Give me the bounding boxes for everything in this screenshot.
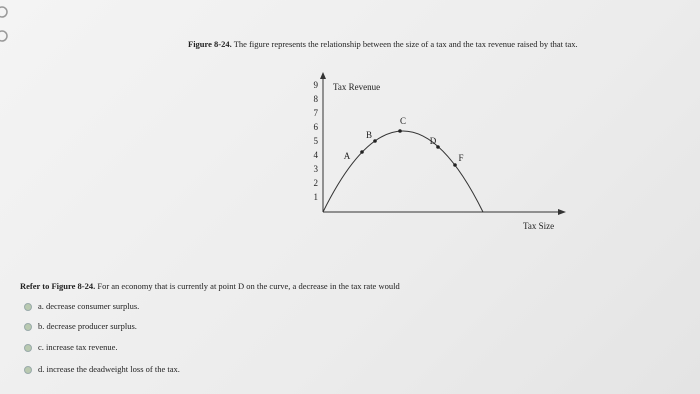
y-tick-label: 5 (314, 136, 319, 146)
arrow (558, 209, 566, 215)
curve-point (360, 150, 364, 154)
caption-text: The figure represents the relationship b… (232, 39, 578, 49)
y-tick-label: 7 (314, 108, 319, 118)
figure-caption: Figure 8-24. The figure represents the r… (188, 39, 578, 49)
curve-point (453, 163, 457, 167)
caption-label: Figure 8-24. (188, 39, 232, 49)
point-label: F (458, 153, 463, 163)
option-text: c. increase tax revenue. (38, 342, 118, 352)
radio[interactable] (0, 30, 8, 42)
radio[interactable] (0, 6, 8, 18)
option-text: a. decrease consumer surplus. (38, 301, 139, 311)
y-tick-label: 1 (314, 192, 319, 202)
question-text: For an economy that is currently at poin… (95, 281, 400, 291)
point-label: D (430, 136, 437, 146)
question: Refer to Figure 8-24. For an economy tha… (20, 281, 400, 291)
y-axis-label: Tax Revenue (333, 82, 380, 92)
x-axis-label: Tax Size (523, 221, 554, 231)
y-tick-label: 4 (314, 150, 319, 160)
option-text: b. decrease producer surplus. (38, 321, 137, 331)
figure-chart: Tax Revenue Tax Size 1 2 3 4 5 6 7 8 9 A B C D F (314, 72, 566, 231)
curve-point (398, 129, 402, 133)
y-tick-label: 3 (314, 164, 319, 174)
point-label: B (366, 130, 372, 140)
point-label: A (344, 151, 351, 161)
radio-button[interactable] (24, 323, 32, 331)
curve-point (373, 139, 377, 143)
arrow (320, 72, 326, 79)
curve-point (436, 145, 440, 149)
options: a. decrease consumer surplus. b. decrease… (24, 301, 180, 374)
radio-button[interactable] (24, 303, 32, 311)
radio-button[interactable] (24, 366, 32, 374)
y-tick-label: 9 (314, 80, 319, 90)
radio-button[interactable] (24, 344, 32, 352)
y-tick-label: 8 (314, 94, 319, 104)
question-lead: Refer to Figure 8-24. (20, 281, 95, 291)
point-label: C (400, 116, 406, 126)
y-tick-label: 2 (314, 178, 319, 188)
y-tick-label: 6 (314, 122, 319, 132)
laffer-curve (322, 130, 484, 213)
option-text: d. increase the deadweight loss of the t… (38, 364, 180, 374)
